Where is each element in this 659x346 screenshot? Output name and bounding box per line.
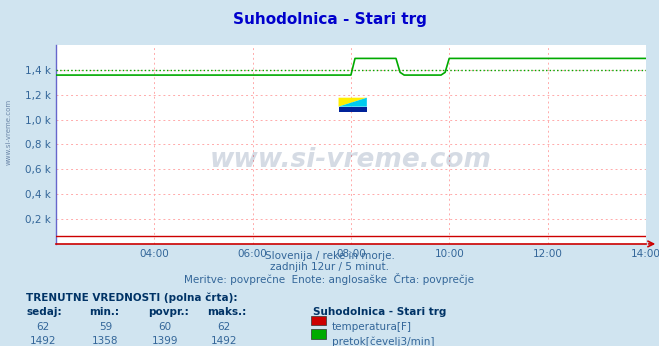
Text: Suhodolnica - Stari trg: Suhodolnica - Stari trg: [313, 307, 446, 317]
Text: Suhodolnica - Stari trg: Suhodolnica - Stari trg: [233, 12, 426, 27]
Text: 62: 62: [36, 322, 49, 333]
Text: www.si-vreme.com: www.si-vreme.com: [210, 147, 492, 173]
Text: www.si-vreme.com: www.si-vreme.com: [5, 98, 11, 165]
Bar: [339, 107, 367, 111]
Text: Slovenija / reke in morje.: Slovenija / reke in morje.: [264, 251, 395, 261]
Text: 1492: 1492: [30, 336, 56, 346]
Text: 1399: 1399: [152, 336, 178, 346]
Text: 59: 59: [99, 322, 112, 333]
Text: temperatura[F]: temperatura[F]: [332, 322, 412, 333]
Text: TRENUTNE VREDNOSTI (polna črta):: TRENUTNE VREDNOSTI (polna črta):: [26, 292, 238, 303]
Text: 1492: 1492: [211, 336, 237, 346]
Text: 60: 60: [158, 322, 171, 333]
Text: 62: 62: [217, 322, 231, 333]
Text: 1358: 1358: [92, 336, 119, 346]
Text: pretok[čevelj3/min]: pretok[čevelj3/min]: [332, 336, 435, 346]
Text: povpr.:: povpr.:: [148, 307, 189, 317]
Text: min.:: min.:: [89, 307, 119, 317]
Polygon shape: [339, 98, 367, 107]
Text: zadnjih 12ur / 5 minut.: zadnjih 12ur / 5 minut.: [270, 262, 389, 272]
Text: Meritve: povprečne  Enote: anglosaške  Črta: povprečje: Meritve: povprečne Enote: anglosaške Črt…: [185, 273, 474, 285]
Text: sedaj:: sedaj:: [26, 307, 62, 317]
Polygon shape: [339, 98, 367, 107]
Text: maks.:: maks.:: [208, 307, 247, 317]
